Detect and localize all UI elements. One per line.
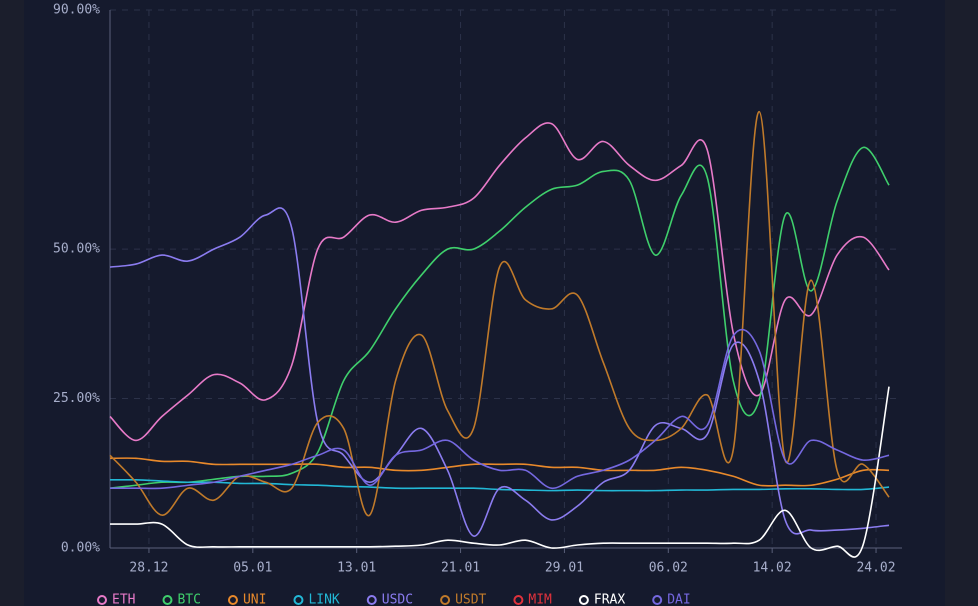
- x-tick-label: 29.01: [545, 561, 584, 576]
- series-line: [109, 122, 890, 442]
- legend-marker: [440, 595, 451, 605]
- panel: [24, 0, 945, 606]
- series-line: [109, 457, 890, 487]
- x-tick-label: 05.01: [233, 561, 272, 576]
- x-tick-label: 24.02: [856, 561, 895, 576]
- legend-label: MIM: [528, 593, 552, 606]
- legend-label: LINK: [308, 593, 339, 606]
- legend-label: DAI: [667, 593, 690, 606]
- legend-label: ETH: [112, 593, 135, 606]
- legend-label: UNI: [243, 593, 266, 606]
- y-tick-label: 0.00%: [61, 541, 100, 556]
- legend-marker: [652, 595, 663, 605]
- legend-marker: [162, 595, 173, 605]
- legend-label: USDT: [455, 593, 486, 606]
- x-tick-label: 21.01: [441, 561, 480, 576]
- legend-marker: [227, 595, 238, 605]
- x-tick-label: 14.02: [753, 561, 792, 576]
- legend-label: BTC: [177, 593, 200, 606]
- y-tick-label: 90.00%: [53, 3, 100, 18]
- x-tick-label: 06.02: [649, 561, 688, 576]
- series-line: [109, 207, 890, 537]
- legend-marker: [513, 595, 524, 605]
- series-line: [110, 328, 890, 490]
- y-tick-label: 25.00%: [53, 391, 100, 406]
- series-line: [110, 386, 890, 558]
- x-tick-label: 28.12: [129, 561, 168, 576]
- series-line: [109, 478, 890, 492]
- legend-marker: [578, 595, 589, 605]
- legend-marker: [97, 595, 107, 605]
- legend-label: USDC: [382, 593, 413, 606]
- y-tick-label: 50.00%: [53, 242, 100, 257]
- series-line: [109, 110, 890, 517]
- legend-label: FRAX: [594, 593, 625, 606]
- legend-marker: [366, 595, 377, 605]
- legend-marker: [293, 595, 304, 605]
- x-tick-label: 13.01: [337, 561, 376, 576]
